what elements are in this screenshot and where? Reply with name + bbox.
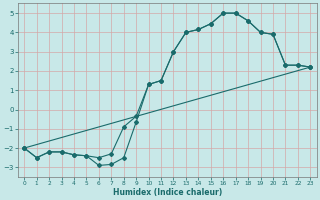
- X-axis label: Humidex (Indice chaleur): Humidex (Indice chaleur): [113, 188, 222, 197]
